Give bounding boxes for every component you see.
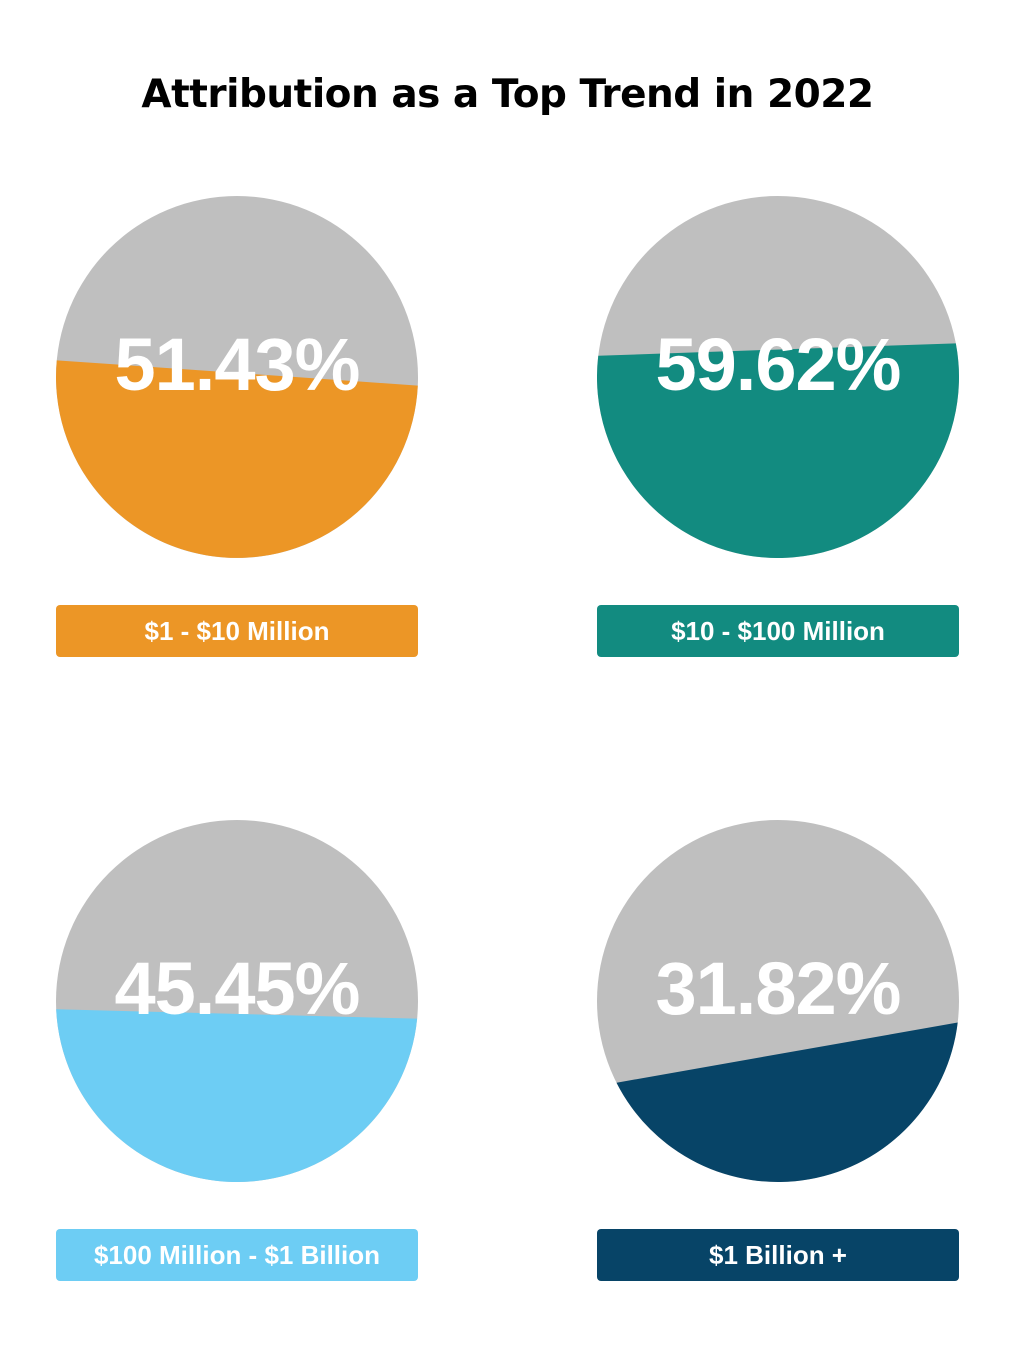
pie-slice-value (597, 343, 959, 558)
pie-chart-2: 59.62% (597, 196, 959, 558)
pie-slice-value (616, 1022, 958, 1182)
pie-slice-value (56, 360, 418, 558)
category-label-2: $10 - $100 Million (597, 605, 959, 657)
pie-panel-1: 51.43% $1 - $10 Million (56, 196, 418, 657)
pie-panel-3: 45.45% $100 Million - $1 Billion (56, 820, 418, 1281)
pie-panel-2: 59.62% $10 - $100 Million (597, 196, 959, 657)
pie-chart-3: 45.45% (56, 820, 418, 1182)
pie-value-label-3: 45.45% (114, 947, 361, 1030)
pie-slice-value (56, 1009, 418, 1182)
pie-panel-4: 31.82% $1 Billion + (597, 820, 959, 1281)
pie-svg-2 (597, 196, 959, 558)
category-label-4: $1 Billion + (597, 1229, 959, 1281)
pie-svg-1 (56, 196, 418, 558)
pie-chart-4: 31.82% (597, 820, 959, 1182)
page-title: Attribution as a Top Trend in 2022 (141, 72, 874, 117)
pie-chart-1: 51.43% (56, 196, 418, 558)
category-label-3: $100 Million - $1 Billion (56, 1229, 418, 1281)
category-label-1: $1 - $10 Million (56, 605, 418, 657)
pie-value-label-4: 31.82% (655, 947, 902, 1030)
pie-value-label-1: 51.43% (114, 323, 361, 406)
pie-svg-4 (597, 820, 959, 1182)
pie-svg-3 (56, 820, 418, 1182)
pie-value-label-2: 59.62% (655, 323, 902, 406)
